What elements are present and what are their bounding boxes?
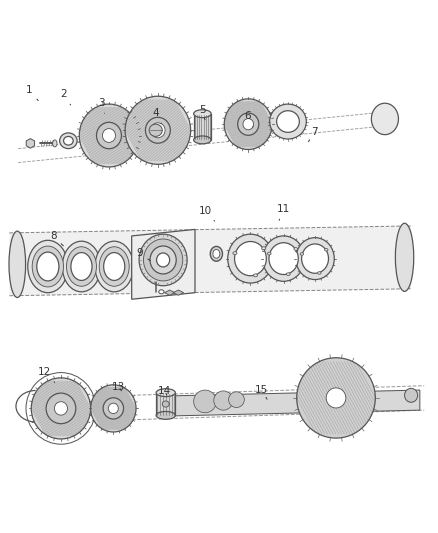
Ellipse shape [294,248,298,251]
Ellipse shape [79,104,139,167]
Text: 12: 12 [38,367,55,382]
Ellipse shape [64,136,73,145]
Ellipse shape [229,392,244,408]
Text: 2: 2 [61,89,71,105]
Ellipse shape [194,390,216,413]
Ellipse shape [263,236,304,281]
Ellipse shape [99,247,129,286]
Ellipse shape [156,389,175,397]
Ellipse shape [125,96,191,164]
Polygon shape [194,114,211,140]
Ellipse shape [302,244,328,273]
Ellipse shape [53,140,57,147]
Ellipse shape [96,122,121,149]
Ellipse shape [243,119,254,130]
Ellipse shape [159,290,164,294]
Ellipse shape [156,253,170,267]
Ellipse shape [46,393,76,424]
Ellipse shape [396,223,414,292]
Text: 7: 7 [308,127,318,142]
Ellipse shape [151,123,165,138]
Ellipse shape [371,103,399,135]
Ellipse shape [326,388,346,408]
Ellipse shape [60,133,77,149]
Ellipse shape [254,274,258,277]
Ellipse shape [269,243,298,274]
Ellipse shape [32,246,64,287]
Ellipse shape [224,99,272,149]
Ellipse shape [261,247,266,250]
Ellipse shape [228,234,273,283]
Ellipse shape [296,238,334,280]
Ellipse shape [210,246,223,261]
Ellipse shape [162,401,169,407]
Polygon shape [10,226,411,296]
Text: 1: 1 [26,85,38,101]
Ellipse shape [233,252,237,255]
Ellipse shape [297,358,375,438]
Text: 14: 14 [158,386,171,396]
Ellipse shape [145,117,170,143]
Ellipse shape [150,246,176,274]
Ellipse shape [194,110,211,118]
Ellipse shape [139,234,187,286]
Ellipse shape [67,247,96,286]
Ellipse shape [300,253,304,255]
Text: 3: 3 [98,98,105,113]
Polygon shape [26,139,35,148]
Text: 11: 11 [277,204,290,220]
Ellipse shape [318,272,321,274]
Ellipse shape [95,241,134,292]
Ellipse shape [149,124,162,136]
Ellipse shape [277,111,299,132]
Text: 15: 15 [255,385,268,399]
Text: 4: 4 [152,108,161,123]
Ellipse shape [238,113,259,135]
Ellipse shape [194,136,211,144]
Text: 10: 10 [198,206,215,221]
Text: 6: 6 [244,111,253,127]
Ellipse shape [213,249,220,258]
Ellipse shape [62,241,101,292]
Polygon shape [158,390,420,416]
Text: 5: 5 [199,105,206,120]
Ellipse shape [144,239,183,281]
Polygon shape [132,229,195,299]
Polygon shape [173,290,184,295]
Ellipse shape [267,252,271,255]
Ellipse shape [104,253,125,280]
Ellipse shape [9,231,25,297]
Ellipse shape [108,403,118,414]
Ellipse shape [214,391,233,410]
Text: 8: 8 [50,231,64,246]
Ellipse shape [286,273,290,276]
Ellipse shape [270,104,306,139]
Polygon shape [156,393,175,415]
Text: 9: 9 [136,248,150,261]
Ellipse shape [71,253,92,280]
Ellipse shape [28,240,68,293]
Ellipse shape [31,378,91,439]
Ellipse shape [405,389,418,402]
Ellipse shape [91,385,136,432]
Ellipse shape [102,128,116,142]
Ellipse shape [234,241,266,276]
Ellipse shape [325,248,328,251]
Polygon shape [164,290,175,295]
Ellipse shape [103,398,124,419]
Text: 13: 13 [112,382,125,392]
Ellipse shape [54,402,67,415]
Ellipse shape [37,252,59,281]
Ellipse shape [156,411,175,419]
